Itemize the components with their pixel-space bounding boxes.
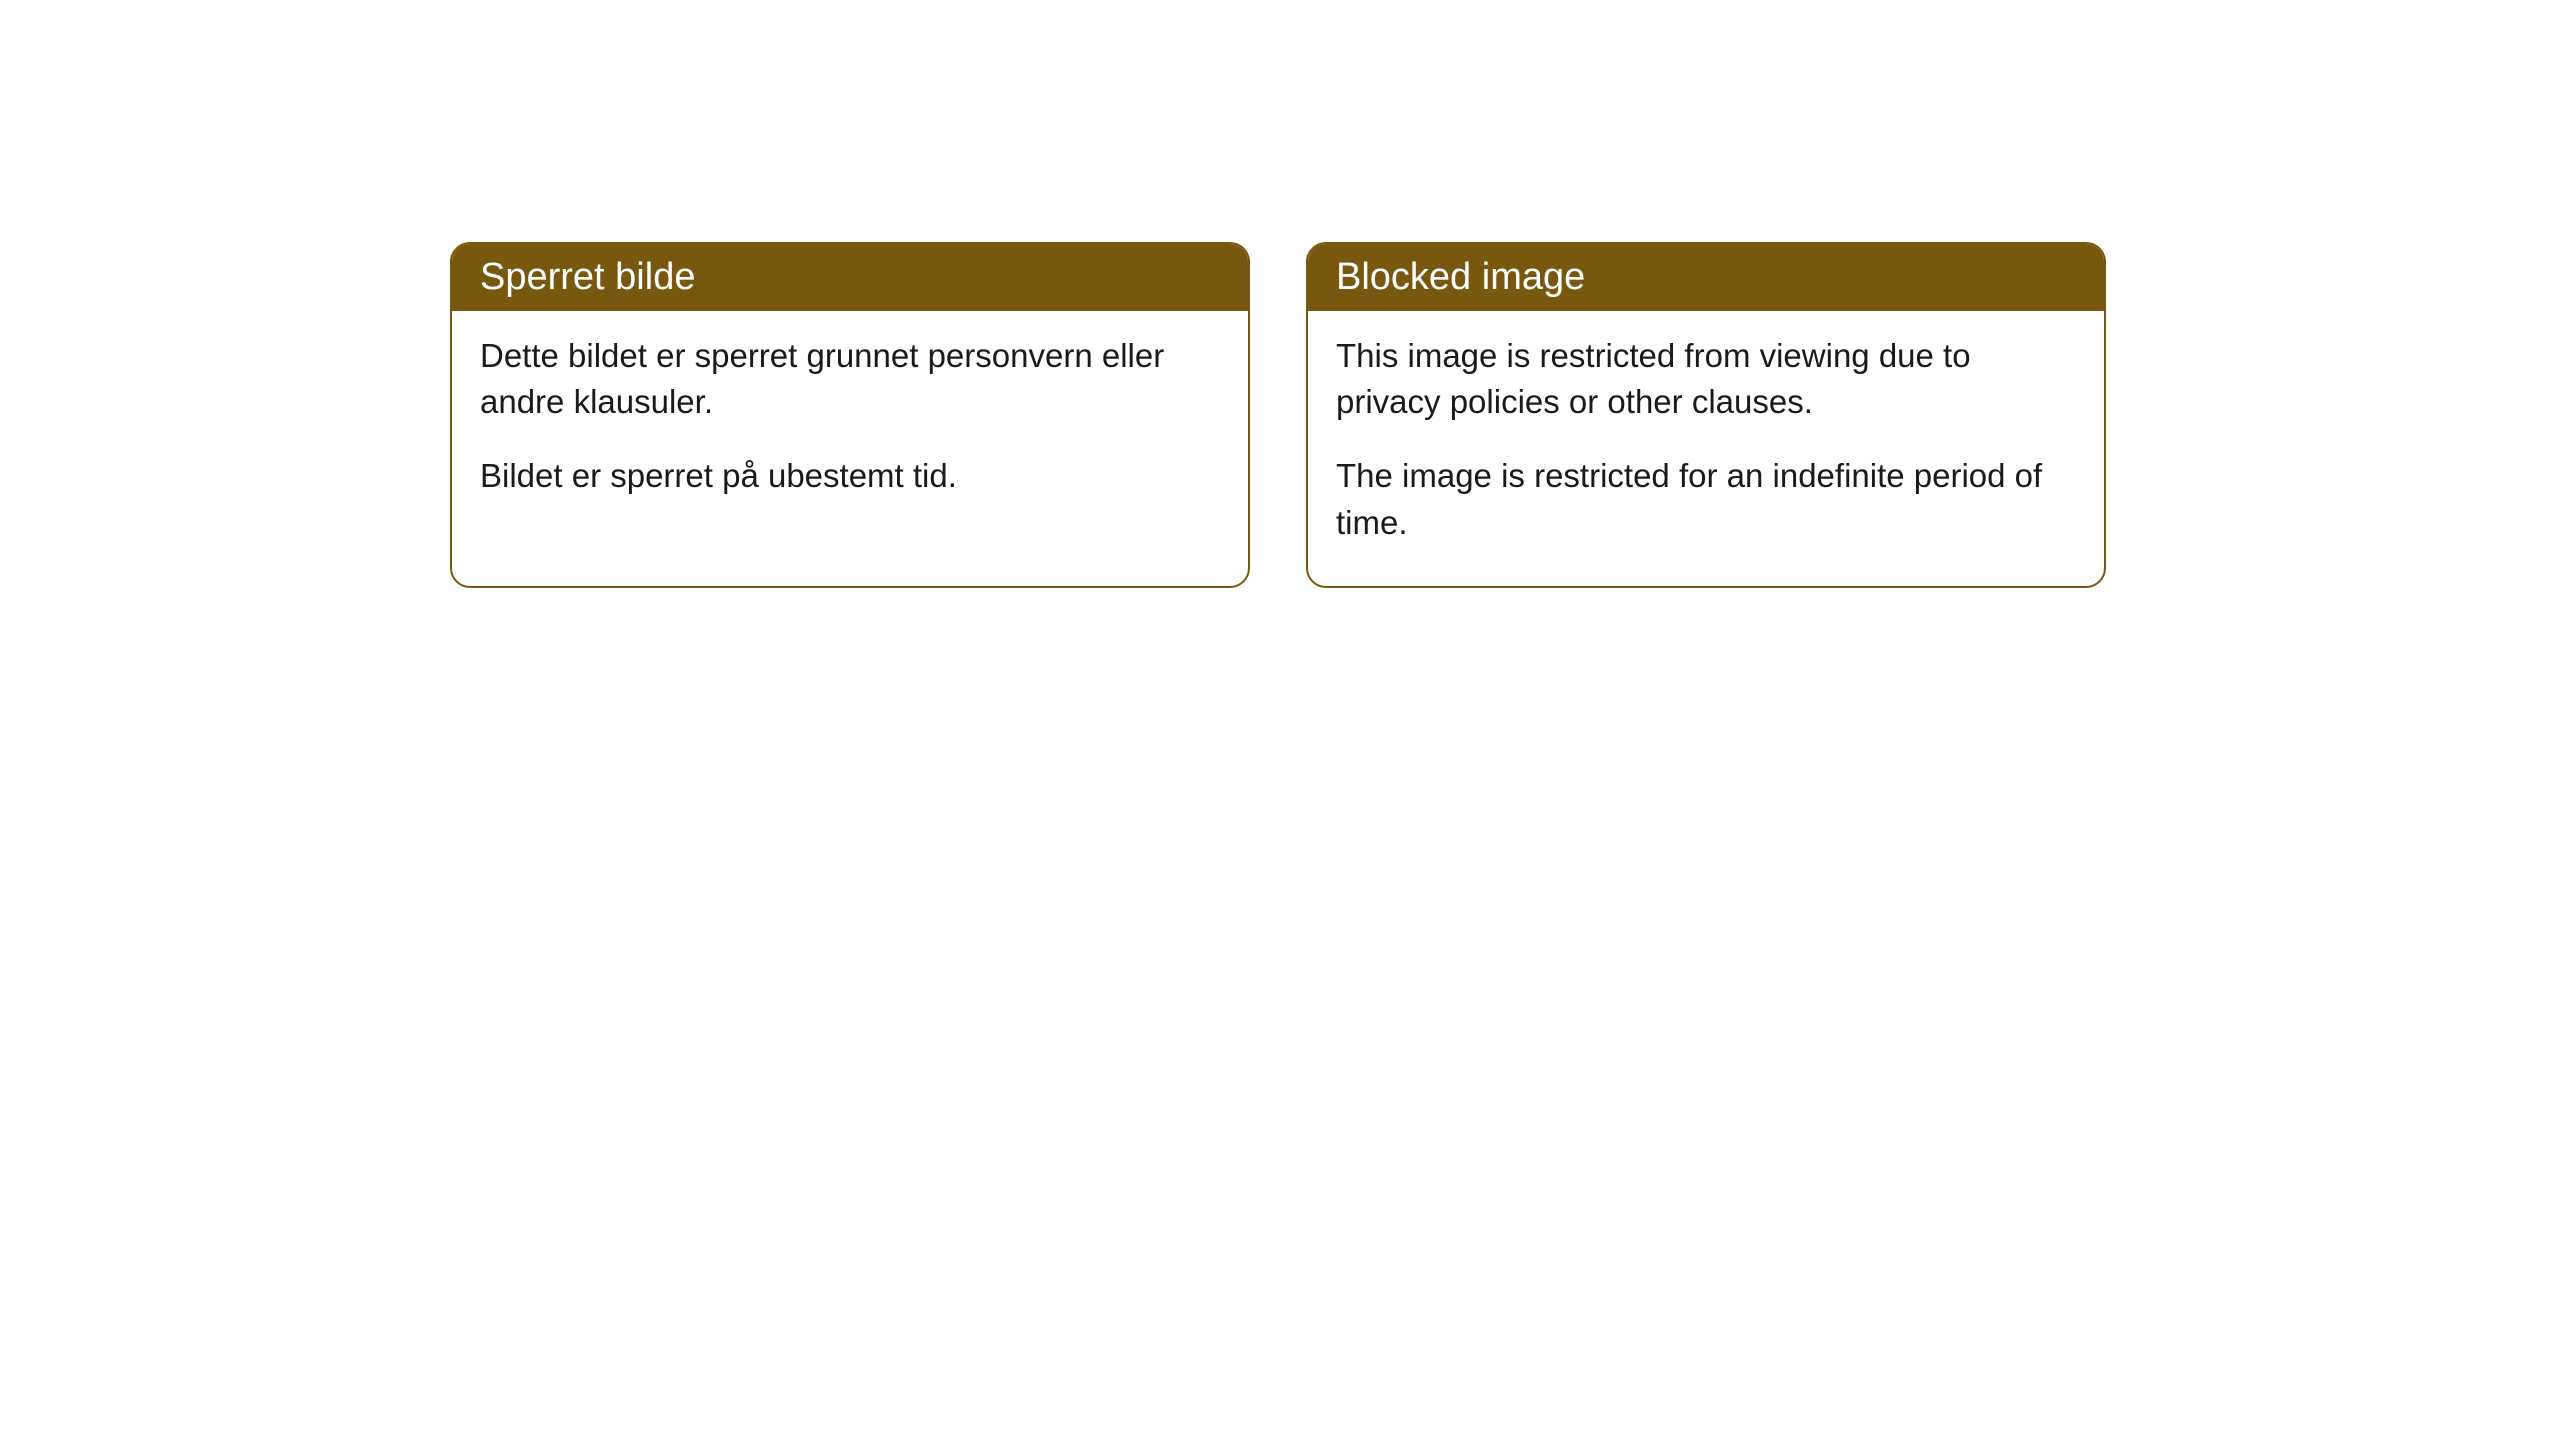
card-body-english: This image is restricted from viewing du…: [1308, 311, 2104, 586]
card-header-english: Blocked image: [1308, 244, 2104, 311]
card-body-norwegian: Dette bildet er sperret grunnet personve…: [452, 311, 1248, 540]
notice-card-english: Blocked image This image is restricted f…: [1306, 242, 2106, 588]
card-paragraph: Bildet er sperret på ubestemt tid.: [480, 453, 1220, 499]
notice-card-norwegian: Sperret bilde Dette bildet er sperret gr…: [450, 242, 1250, 588]
notice-cards-container: Sperret bilde Dette bildet er sperret gr…: [450, 242, 2106, 588]
card-title: Blocked image: [1336, 256, 1585, 298]
card-paragraph: Dette bildet er sperret grunnet personve…: [480, 333, 1220, 425]
card-paragraph: The image is restricted for an indefinit…: [1336, 453, 2076, 545]
card-title: Sperret bilde: [480, 256, 695, 298]
card-header-norwegian: Sperret bilde: [452, 244, 1248, 311]
card-paragraph: This image is restricted from viewing du…: [1336, 333, 2076, 425]
